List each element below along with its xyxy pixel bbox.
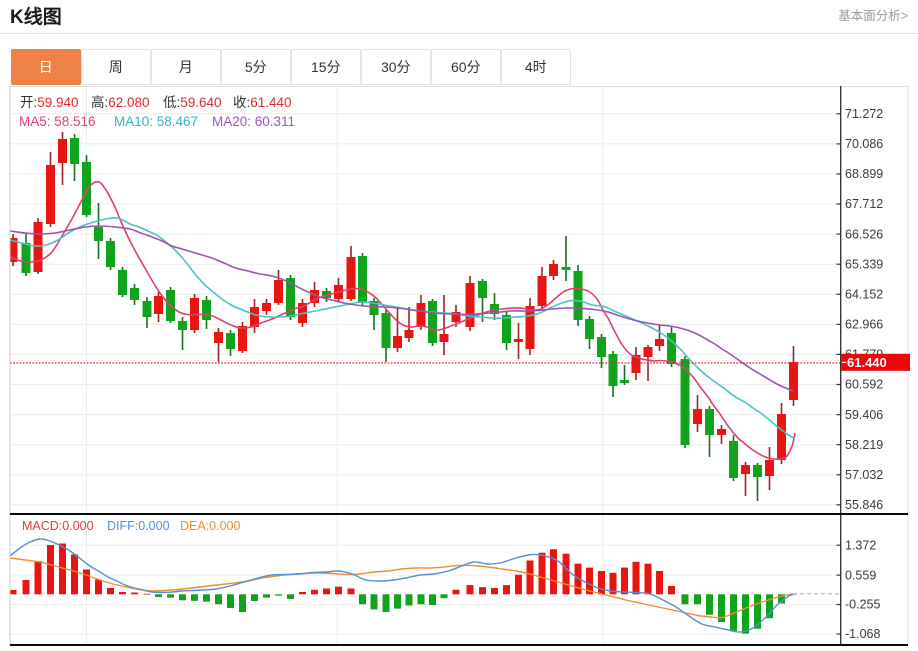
- svg-text:DEA:0.000: DEA:0.000: [180, 519, 241, 533]
- svg-text:1.372: 1.372: [845, 538, 876, 552]
- svg-text:开:59.940: 开:59.940: [20, 95, 79, 110]
- svg-text:61.440: 61.440: [847, 355, 887, 370]
- svg-text:71.272: 71.272: [845, 107, 883, 121]
- svg-text:66.526: 66.526: [845, 227, 883, 241]
- svg-text:0.559: 0.559: [845, 568, 876, 582]
- svg-text:55.846: 55.846: [845, 498, 883, 512]
- svg-text:MA5: 58.516: MA5: 58.516: [19, 114, 96, 129]
- svg-text:64.152: 64.152: [845, 288, 883, 302]
- svg-text:MA10: 58.467: MA10: 58.467: [114, 114, 198, 129]
- svg-text:高:62.080: 高:62.080: [91, 94, 150, 110]
- svg-text:62.966: 62.966: [845, 318, 883, 332]
- svg-text:60.592: 60.592: [845, 378, 883, 392]
- svg-text:65.339: 65.339: [845, 257, 883, 271]
- svg-text:58.219: 58.219: [845, 438, 883, 452]
- svg-text:-1.068: -1.068: [845, 627, 880, 641]
- svg-text:MACD:0.000: MACD:0.000: [22, 519, 94, 533]
- svg-text:67.712: 67.712: [845, 197, 883, 211]
- svg-text:68.899: 68.899: [845, 167, 883, 181]
- svg-text:59.406: 59.406: [845, 408, 883, 422]
- svg-text:-0.255: -0.255: [845, 598, 880, 612]
- svg-text:57.032: 57.032: [845, 468, 883, 482]
- svg-text:70.086: 70.086: [845, 137, 883, 151]
- svg-text:收:61.440: 收:61.440: [233, 95, 292, 110]
- svg-text:MA20: 60.311: MA20: 60.311: [212, 114, 295, 129]
- svg-text:DIFF:0.000: DIFF:0.000: [107, 519, 170, 533]
- svg-text:低:59.640: 低:59.640: [163, 95, 222, 110]
